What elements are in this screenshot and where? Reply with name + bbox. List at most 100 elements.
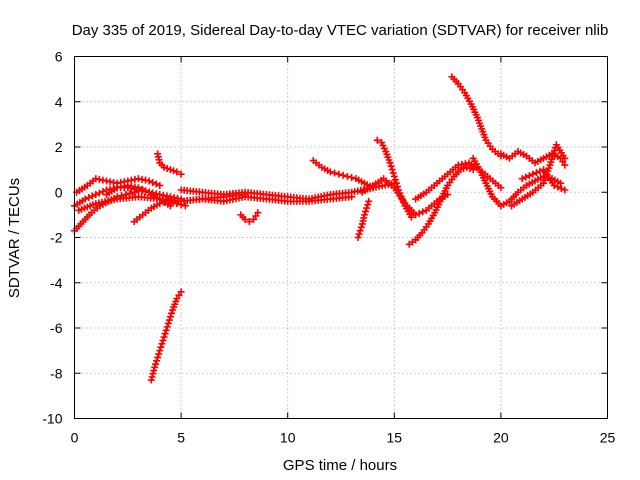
data-point — [522, 173, 530, 181]
data-point — [152, 180, 160, 188]
data-point — [561, 161, 569, 169]
data-point — [177, 288, 185, 296]
data-point — [331, 169, 339, 177]
data-point — [155, 350, 163, 358]
series-track-12 — [309, 157, 377, 192]
data-point — [160, 333, 168, 341]
data-point — [81, 195, 89, 203]
data-point — [134, 184, 142, 192]
data-point — [561, 154, 569, 162]
y-tick-label: -2 — [50, 230, 63, 246]
data-point — [156, 181, 164, 189]
data-point — [389, 169, 397, 177]
data-point — [360, 211, 368, 219]
data-point — [392, 179, 400, 187]
data-point — [365, 197, 373, 205]
series-track-11 — [237, 209, 262, 226]
data-point — [354, 234, 362, 241]
y-tick-label: 2 — [55, 139, 63, 155]
tick-labels: 0 5 10 15 20 25 -10 -8 -6 -4 -2 0 2 4 6 — [42, 49, 615, 446]
data-point — [173, 200, 181, 208]
data-point — [348, 174, 356, 182]
data-point — [164, 319, 172, 327]
data-point — [561, 186, 569, 194]
data-point — [169, 198, 177, 206]
data-point — [362, 207, 370, 215]
x-tick-label: 15 — [387, 430, 403, 446]
data-point — [525, 172, 533, 180]
data-point — [88, 192, 96, 200]
data-point — [391, 176, 399, 184]
data-point — [157, 343, 165, 351]
data-point — [245, 218, 253, 226]
series-track-03 — [73, 175, 164, 196]
series-track-10 — [177, 193, 356, 205]
data-point — [550, 181, 558, 189]
data-point — [386, 159, 394, 167]
data-point — [393, 183, 401, 191]
data-point — [419, 208, 427, 216]
data-point — [153, 357, 161, 365]
data-point — [160, 198, 168, 206]
data-point — [164, 197, 172, 205]
data-point — [149, 178, 157, 186]
data-point — [363, 204, 371, 212]
y-tick-label: 4 — [55, 94, 63, 110]
data-point — [469, 166, 477, 174]
data-point — [348, 193, 356, 201]
data-point — [355, 230, 363, 238]
data-point — [152, 360, 160, 368]
data-point — [497, 184, 505, 192]
data-point — [356, 227, 364, 235]
x-tick-label: 25 — [600, 430, 616, 446]
data-point — [254, 209, 262, 217]
data-point — [162, 326, 170, 334]
x-tick-label: 20 — [493, 430, 509, 446]
data-point — [529, 170, 537, 178]
series-track-08 — [154, 150, 185, 178]
y-tick-label: -6 — [50, 320, 63, 336]
data-point — [343, 172, 351, 180]
data-point — [466, 164, 474, 172]
data-point — [156, 347, 164, 355]
data-point — [364, 201, 372, 209]
data-point — [339, 171, 347, 179]
series-track-20 — [497, 148, 569, 169]
chart-title: Day 335 of 2019, Sidereal Day-to-day VTE… — [72, 22, 609, 39]
data-point — [407, 213, 415, 221]
data-point — [415, 209, 423, 217]
series-track-16 — [405, 163, 477, 248]
data-point — [99, 187, 107, 195]
data-point — [463, 163, 471, 171]
data-point — [554, 183, 562, 191]
data-point — [145, 177, 153, 185]
series-track-18 — [448, 73, 505, 160]
series-track-13 — [354, 197, 373, 241]
data-point — [150, 367, 158, 375]
data-point — [166, 166, 174, 174]
y-tick-label: -8 — [50, 365, 63, 381]
data-point — [177, 170, 185, 178]
data-point — [388, 166, 396, 174]
data-point — [460, 164, 468, 172]
data-point — [147, 376, 155, 384]
data-point — [85, 194, 93, 202]
y-axis-title: SDTVAR / TECUs — [6, 178, 23, 298]
data-point — [168, 309, 176, 317]
data-point — [412, 211, 420, 219]
data-point — [92, 191, 100, 199]
series-track-22 — [518, 166, 569, 194]
data-point — [160, 163, 168, 171]
data-point — [241, 215, 249, 223]
data-point — [335, 170, 343, 178]
data-point — [557, 184, 565, 192]
data-point — [357, 223, 365, 231]
data-point — [95, 189, 103, 197]
data-point — [165, 316, 173, 324]
data-point — [181, 202, 189, 210]
data-point — [138, 185, 146, 193]
y-tick-label: 6 — [55, 49, 63, 65]
data-point — [161, 330, 169, 338]
